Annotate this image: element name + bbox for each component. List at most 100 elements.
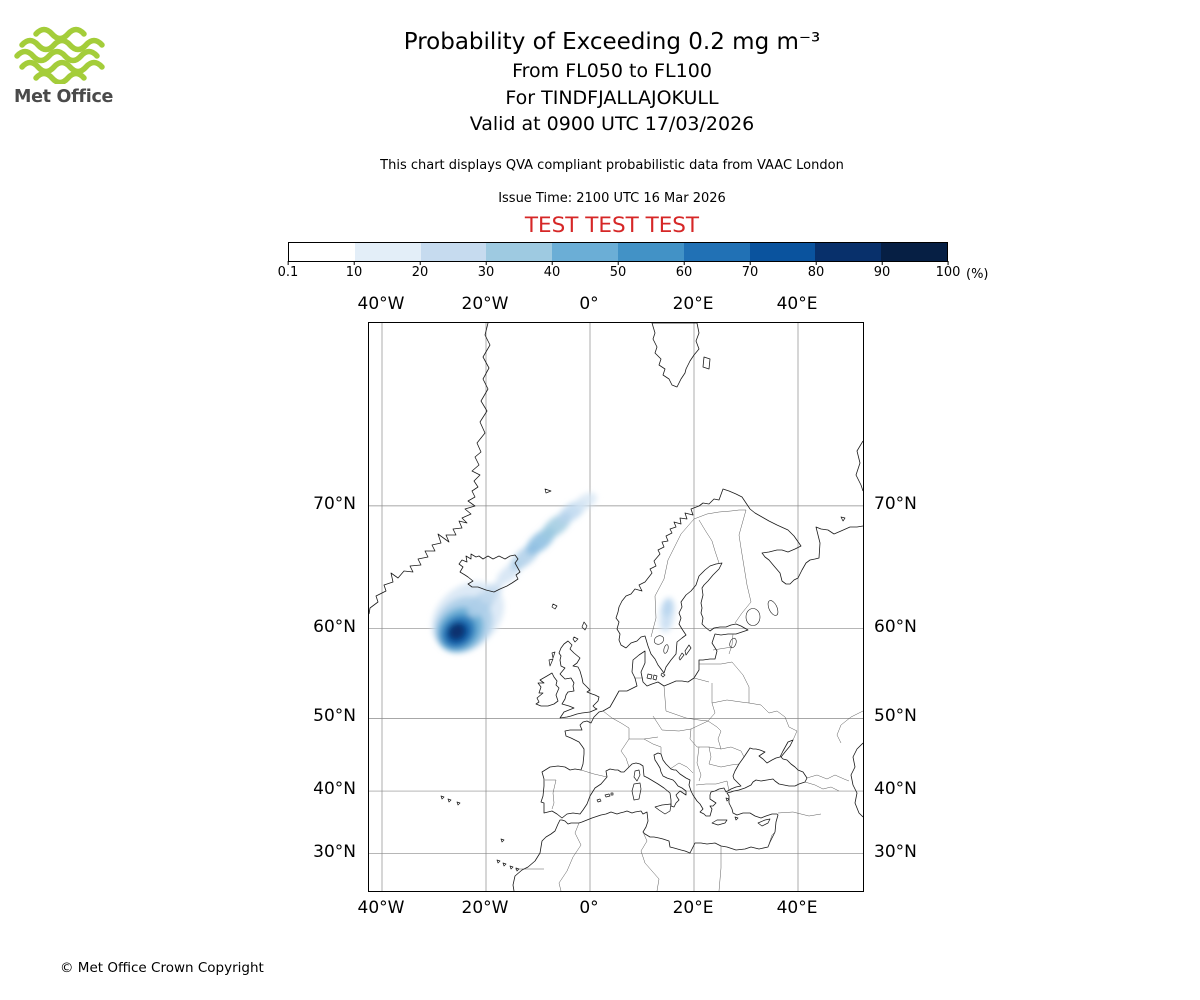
lon-tick-label-top: 0°	[579, 294, 599, 314]
coastlines	[368, 322, 864, 892]
island-canary	[515, 867, 520, 872]
island-hebrides	[548, 658, 554, 667]
lat-tick-label-left: 40°N	[313, 779, 356, 800]
lake-peipus	[729, 637, 737, 649]
probability-colorbar: 0.1 10 20 30 40 50 60 70 80 90 100 (%)	[278, 242, 989, 282]
island-faroe	[551, 603, 558, 610]
colorbar-tick-label: 60	[675, 261, 693, 280]
colorbar-segment	[683, 243, 750, 261]
subtitle-volcano: For TINDFJALLAJOKULL	[505, 86, 719, 109]
lon-tick-label-bottom: 20°E	[672, 898, 714, 918]
colorbar-gradient	[288, 242, 948, 262]
colorbar-segment	[749, 243, 816, 261]
colorbar-tick-labels: 0.1 10 20 30 40 50 60 70 80 90 100	[278, 261, 960, 282]
coastline-greenland	[368, 322, 491, 615]
colorbar-segment	[617, 243, 684, 261]
map-frame	[368, 322, 864, 892]
island-madeira	[500, 838, 505, 843]
colorbar-tick-label: 90	[873, 261, 891, 280]
colorbar-segment	[420, 243, 487, 261]
coastline-edgeoya	[702, 356, 711, 370]
island-crete	[711, 819, 728, 826]
coastline-scandinavia-arctic	[615, 488, 864, 649]
colorbar-segment	[486, 243, 553, 261]
ash-probability-blob-main-plume-southwest-of-iceland	[448, 623, 466, 641]
subtitle-valid-time: Valid at 0900 UTC 17/03/2026	[469, 113, 755, 135]
lat-tick-label-left: 70°N	[313, 493, 356, 514]
lon-tick-label-bottom: 0°	[579, 898, 599, 918]
coastline-iceland	[458, 553, 521, 593]
ash-probability-blob-faint-patch-over-sweden	[661, 598, 674, 619]
colorbar-segment	[289, 243, 355, 261]
title-block: Probability of Exceeding 0.2 mg m⁻³ From…	[24, 26, 1200, 138]
colorbar-unit: (%)	[966, 267, 989, 282]
ash-probability-plumes	[431, 492, 676, 653]
lake-ladoga	[745, 608, 761, 626]
lat-tick-label-left: 30°N	[313, 841, 356, 862]
island-mallorca	[604, 793, 611, 798]
island-zealand	[646, 673, 653, 680]
island-menorca	[610, 792, 614, 796]
issue-time: Issue Time: 2100 UTC 16 Mar 2026	[498, 191, 726, 206]
colorbar-segment	[552, 243, 618, 261]
lon-tick-label-top: 20°W	[461, 294, 509, 314]
colorbar-tick-label: 70	[741, 261, 759, 280]
met-office-logo: Met Office	[14, 26, 124, 107]
island-azores	[447, 798, 452, 803]
island-bornholm	[660, 672, 666, 678]
island-rhodes	[734, 816, 739, 821]
lon-tick-label-top: 40°W	[357, 294, 405, 314]
colorbar-segment	[815, 243, 882, 261]
lon-tick-label-bottom: 20°W	[461, 898, 509, 918]
colorbar-tick-label: 80	[807, 261, 825, 280]
colorbar-tick-label: 50	[609, 261, 627, 280]
island-canary	[496, 859, 501, 864]
lat-tick-label-left: 60°N	[313, 616, 356, 637]
colorbar-tick-label: 30	[477, 261, 495, 280]
lon-tick-label-top: 40°E	[776, 294, 818, 314]
graticule-grid	[369, 323, 863, 891]
lon-tick-label-bottom: 40°W	[357, 898, 405, 918]
lakes	[653, 600, 779, 654]
lon-tick-label-top: 20°E	[672, 294, 714, 314]
island-canary	[502, 862, 507, 867]
lon-tick-label-bottom: 40°E	[776, 898, 818, 918]
lake-onega	[767, 600, 779, 616]
colorbar-tick-label: 20	[411, 261, 429, 280]
copyright-notice: © Met Office Crown Copyright	[60, 960, 264, 976]
coastline-continental-europe-africa	[512, 562, 808, 892]
island-jan-mayen	[544, 488, 552, 494]
island-hebrides	[551, 651, 556, 659]
island-gotland	[684, 644, 692, 656]
island-sardinia	[631, 782, 642, 801]
lat-tick-label-right: 50°N	[874, 706, 917, 727]
island-funen	[652, 674, 658, 681]
island-azores	[456, 801, 461, 806]
logo-text: Met Office	[14, 87, 114, 107]
island-cyprus	[757, 818, 771, 827]
island-shetland	[581, 621, 588, 631]
ash-probability-blob-main-plume-southwest-of-iceland	[480, 582, 502, 604]
island-kolguyev	[840, 516, 846, 522]
island-azores	[440, 795, 445, 800]
lat-tick-label-right: 40°N	[874, 779, 917, 800]
ash-probability-blob-streak-from-iceland-to-northeast	[574, 492, 597, 510]
island-corsica	[633, 769, 641, 782]
coastline-novaya-zemlya	[855, 440, 864, 492]
lat-tick-label-right: 60°N	[874, 616, 917, 637]
map	[368, 322, 864, 892]
small-islands	[440, 488, 846, 872]
island-lesbos	[725, 797, 730, 802]
lat-tick-label-left: 50°N	[313, 706, 356, 727]
country-borders	[515, 509, 864, 892]
qva-compliance-note: This chart displays QVA compliant probab…	[380, 158, 844, 173]
logo-waves-icon	[14, 26, 105, 84]
coastline-ireland	[535, 672, 560, 707]
island-sicily	[654, 803, 672, 815]
coastline-caspian-sea	[850, 742, 864, 818]
colorbar-segment	[354, 243, 421, 261]
island-canary	[509, 865, 514, 870]
coastline-svalbard	[651, 322, 700, 388]
lake-vattern	[663, 644, 669, 654]
